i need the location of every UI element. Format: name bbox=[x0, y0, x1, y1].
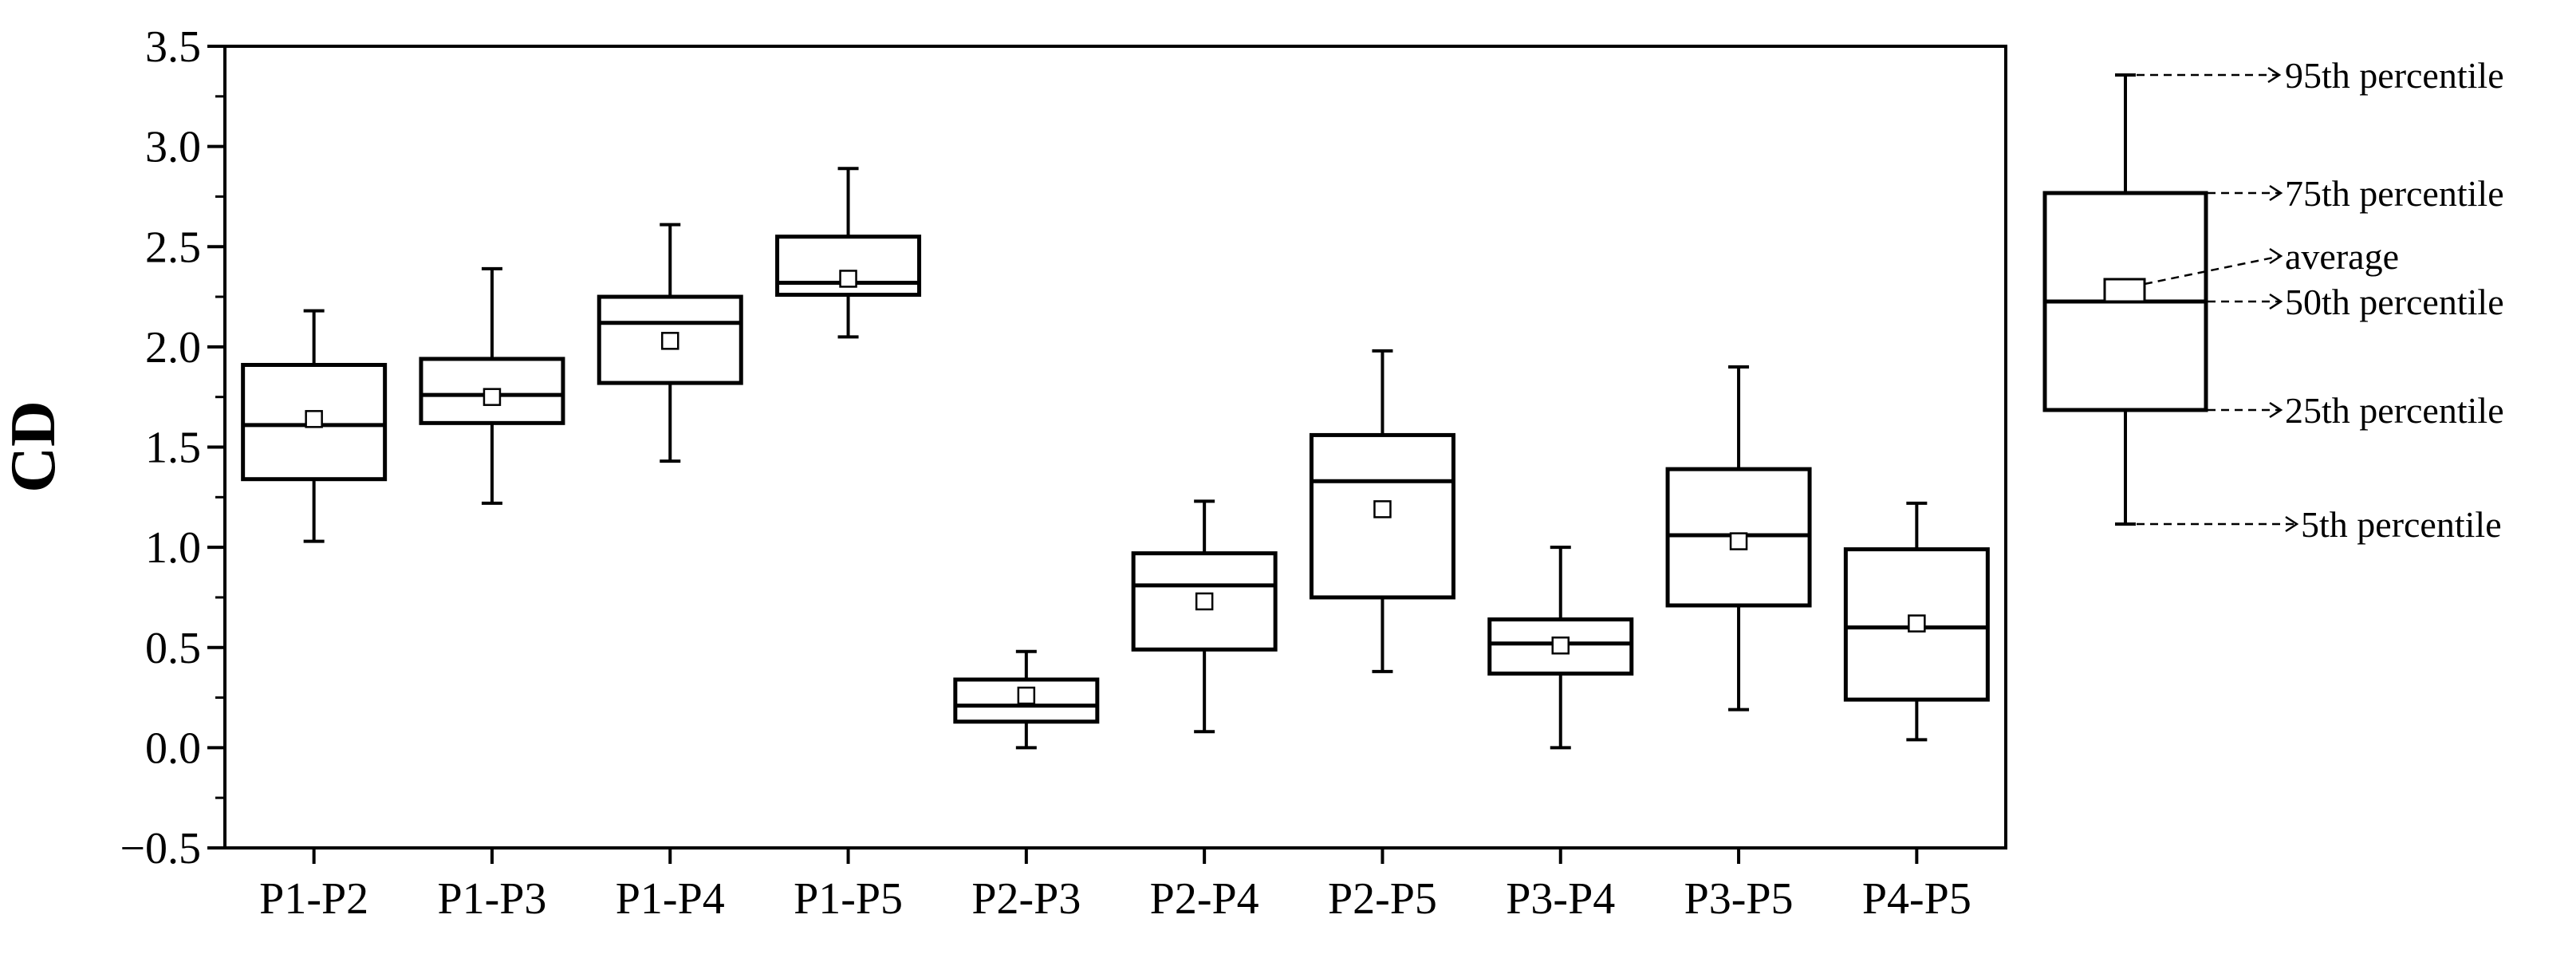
iqr-box bbox=[953, 677, 1100, 724]
legend-label-p5: 5th percentile bbox=[2301, 504, 2502, 545]
box-P4-P5 bbox=[1843, 501, 1990, 742]
mean-marker bbox=[661, 332, 679, 350]
legend-label-p75: 75th percentile bbox=[2285, 173, 2504, 214]
y-tick-label: 1.5 bbox=[145, 424, 201, 473]
box-P1-P2 bbox=[241, 309, 388, 543]
iqr-box bbox=[1665, 467, 1812, 608]
y-tick-label: 1.0 bbox=[145, 523, 201, 573]
iqr-box bbox=[1487, 617, 1634, 676]
iqr-box bbox=[419, 357, 565, 425]
iqr-box bbox=[241, 362, 388, 482]
mean-marker bbox=[1908, 614, 1926, 633]
box-P3-P4 bbox=[1487, 546, 1634, 750]
legend-arrowhead-mean bbox=[2269, 247, 2283, 265]
legend-mean-marker bbox=[2103, 278, 2146, 303]
x-tick-label: P1-P3 bbox=[437, 874, 546, 924]
mean-marker bbox=[839, 270, 857, 288]
x-tick-label: P3-P4 bbox=[1506, 874, 1615, 924]
box-P2-P3 bbox=[953, 649, 1100, 750]
boxes bbox=[241, 167, 1990, 750]
box-P2-P5 bbox=[1309, 349, 1455, 673]
y-tick-label: 3.0 bbox=[145, 123, 201, 172]
x-tick-label: P2-P4 bbox=[1150, 874, 1259, 924]
legend-arrowhead-p75 bbox=[2269, 184, 2283, 202]
mean-marker bbox=[305, 410, 323, 428]
legend-label-p95: 95th percentile bbox=[2285, 55, 2504, 96]
mean-marker bbox=[1551, 636, 1570, 655]
iqr-box bbox=[775, 235, 922, 298]
y-axis-label: CD bbox=[0, 400, 69, 493]
legend-box-diagram: 95th percentile 75th percentile average 50t… bbox=[2042, 55, 2504, 545]
box-P3-P5 bbox=[1665, 365, 1812, 712]
iqr-box bbox=[597, 294, 743, 385]
y-tick-label: 3.5 bbox=[145, 22, 201, 72]
legend-arrowhead-p25 bbox=[2269, 401, 2283, 419]
iqr-box bbox=[1843, 547, 1990, 702]
mean-marker bbox=[1729, 532, 1748, 550]
box-P2-P4 bbox=[1131, 499, 1278, 734]
y-tick-label: 2.0 bbox=[145, 323, 201, 373]
x-tick-label: P4-P5 bbox=[1862, 874, 1971, 924]
legend-arrowhead-p95 bbox=[2267, 66, 2282, 84]
legend-arrowhead-p5 bbox=[2285, 515, 2299, 533]
x-axis: P1-P2 P1-P3 P1-P4 P1-P5 P2-P3 P2-P4 P2-P5 P3-P4… bbox=[259, 848, 1971, 924]
x-tick-label: P1-P5 bbox=[794, 874, 903, 924]
mean-marker bbox=[1195, 592, 1214, 611]
legend-label-p25: 25th percentile bbox=[2285, 390, 2504, 431]
legend-arrow-mean bbox=[2144, 254, 2282, 286]
x-tick-label: P1-P2 bbox=[259, 874, 368, 924]
y-tick-label: 2.5 bbox=[145, 223, 201, 272]
box-P1-P3 bbox=[419, 266, 565, 505]
legend-label-median: 50th percentile bbox=[2285, 282, 2504, 322]
x-tick-label: P3-P5 bbox=[1684, 874, 1794, 924]
iqr-box bbox=[1309, 432, 1455, 600]
y-tick-label: −0.5 bbox=[120, 824, 201, 873]
box-P1-P4 bbox=[597, 223, 743, 463]
y-axis: −0.5 0.0 0.5 1.0 1.5 2.0 2.5 3.0 3.5 bbox=[120, 22, 225, 873]
legend-label-mean: average bbox=[2285, 236, 2399, 277]
y-tick-label: 0.5 bbox=[145, 624, 201, 673]
y-tick-label: 0.0 bbox=[145, 723, 201, 773]
iqr-box bbox=[1131, 551, 1278, 652]
x-tick-label: P2-P3 bbox=[971, 874, 1081, 924]
mean-marker bbox=[1373, 500, 1392, 518]
x-tick-label: P2-P5 bbox=[1328, 874, 1437, 924]
box-P1-P5 bbox=[775, 167, 922, 339]
mean-marker bbox=[1017, 686, 1036, 705]
x-tick-label: P1-P4 bbox=[616, 874, 725, 924]
mean-marker bbox=[483, 388, 502, 406]
legend-arrowhead-median bbox=[2269, 293, 2283, 310]
